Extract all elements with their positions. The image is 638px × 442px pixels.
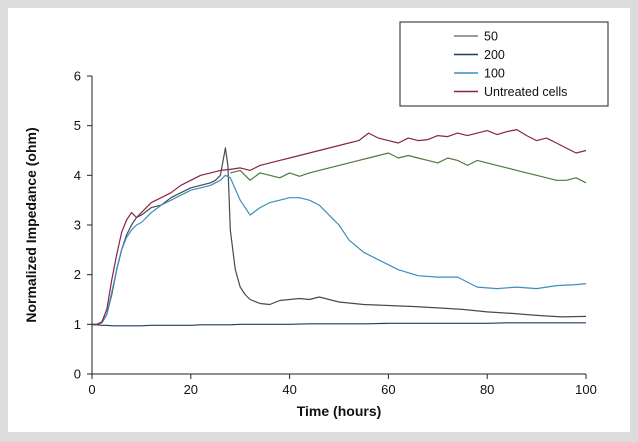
series-line-50 (92, 147, 587, 325)
y-tick-label: 4 (74, 168, 81, 183)
x-tick-label: 100 (575, 382, 597, 397)
chart-frame: 0 1 2 3 4 5 6 0 20 40 60 80 100 Time (hours) Normali… (8, 8, 630, 432)
x-tick-label: 40 (282, 382, 296, 397)
x-tick-label: 0 (88, 382, 95, 397)
y-tick-label: 1 (74, 317, 81, 332)
series-line-unlabeled (230, 152, 587, 184)
legend-label: 200 (484, 48, 505, 62)
legend-label: 100 (484, 67, 505, 81)
y-tick-label: 2 (74, 267, 81, 282)
legend: 50 200 100 Untreated cells (399, 21, 609, 107)
y-tick-label: 5 (74, 118, 81, 133)
x-axis-title: Time (hours) (297, 403, 382, 419)
y-tick-label: 6 (74, 69, 81, 84)
y-tick-label: 3 (74, 218, 81, 233)
legend-label: 50 (484, 30, 498, 44)
series-line-untreated-cells (92, 128, 587, 325)
legend-box (399, 21, 609, 107)
x-tick-label: 80 (480, 382, 494, 397)
series-layer (92, 128, 587, 327)
y-axis-title: Normalized Impedance (ohm) (23, 127, 39, 322)
legend-label: Untreated cells (484, 85, 567, 99)
x-tick-label: 20 (184, 382, 198, 397)
series-line-100 (92, 174, 587, 325)
x-tick-label: 60 (381, 382, 395, 397)
y-tick-label: 0 (74, 367, 81, 382)
series-line-200 (92, 322, 586, 327)
